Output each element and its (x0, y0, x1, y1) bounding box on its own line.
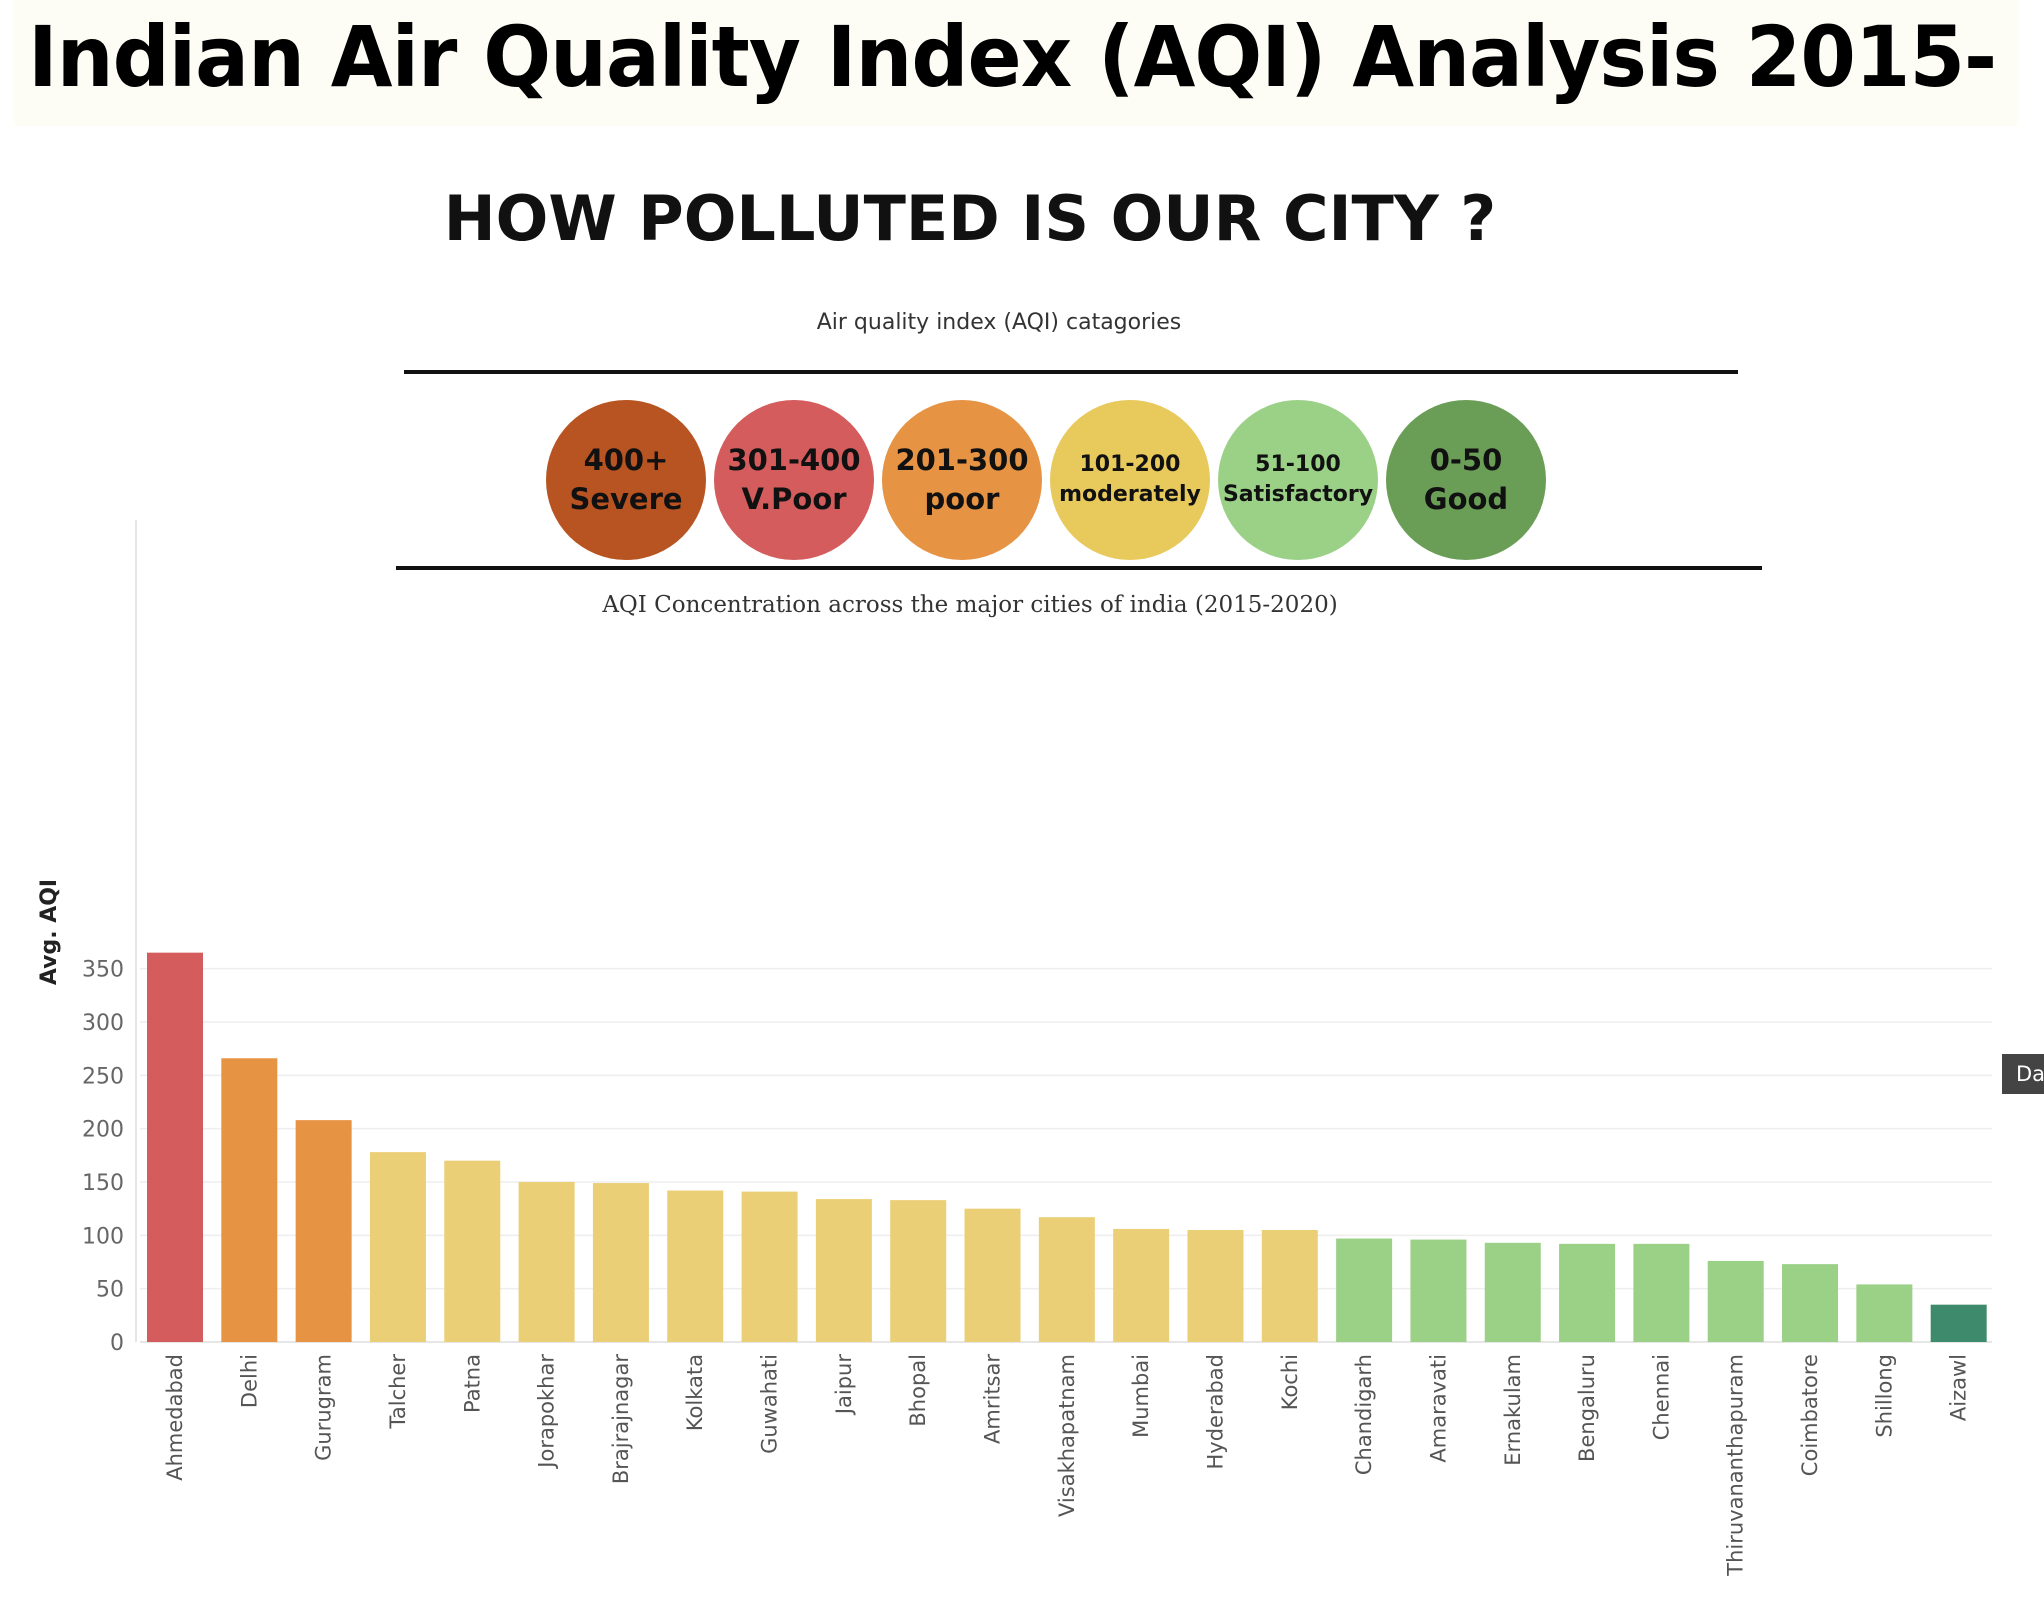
x-tick-label: Delhi (237, 1354, 261, 1408)
x-tick-label: Shillong (1872, 1354, 1896, 1438)
bar (1782, 1264, 1839, 1342)
x-tick-label: Gurugram (312, 1354, 336, 1461)
x-tick-label: Brajrajnagar (609, 1354, 633, 1484)
x-tick-label: Chennai (1649, 1354, 1673, 1440)
y-tick-label: 250 (82, 1064, 124, 1089)
bar (221, 1058, 278, 1342)
x-tick-label: Hyderabad (1203, 1354, 1227, 1470)
x-tick-label: Aizawl (1947, 1354, 1971, 1421)
bar (518, 1181, 575, 1342)
y-tick-label: 300 (82, 1011, 124, 1036)
bar (1038, 1217, 1095, 1342)
x-tick-label: Thiruvananthapuram (1724, 1354, 1748, 1577)
category-label: Severe (569, 482, 683, 516)
bar (815, 1199, 872, 1342)
x-tick-label: Kochi (1278, 1354, 1302, 1410)
x-tick-label: Amritsar (981, 1354, 1005, 1444)
x-tick-label: Guwahati (758, 1354, 782, 1454)
bar (592, 1183, 649, 1342)
category-range: 201-300 (895, 442, 1029, 477)
y-axis-title: Avg. AQI (37, 879, 62, 985)
bar (964, 1208, 1021, 1342)
bar (1484, 1242, 1541, 1342)
category-label: V.Poor (741, 482, 847, 516)
dashboard-title: Indian Air Quality Index (AQI) Analysis … (28, 8, 1997, 106)
category-range: 51-100 (1255, 452, 1341, 478)
category-label: Good (1423, 482, 1509, 516)
x-tick-label: Bengaluru (1575, 1354, 1599, 1462)
aqi-category-moderately: 101-200 moderately (1050, 400, 1210, 560)
x-tick-label: Patna (460, 1354, 484, 1413)
aqi-category-good: 0-50 Good (1386, 400, 1546, 560)
aqi-category-very-poor: 301-400 V.Poor (714, 400, 874, 560)
bar (741, 1191, 798, 1342)
x-tick-label: Amaravati (1426, 1354, 1450, 1463)
categories-caption: Air quality index (AQI) catagories (816, 310, 1182, 335)
bar (1559, 1243, 1616, 1342)
chart-title: AQI Concentration across the major citie… (602, 592, 1338, 618)
x-tick-label: Chandigarh (1352, 1354, 1376, 1475)
x-tick-label: Kolkata (683, 1354, 707, 1431)
bar (1707, 1260, 1764, 1342)
aqi-category-poor: 201-300 poor (882, 400, 1042, 560)
x-tick-label: Ernakulam (1501, 1354, 1525, 1466)
category-range: 400+ (583, 442, 669, 477)
bar (295, 1120, 352, 1342)
y-tick-label: 100 (82, 1224, 124, 1249)
headline: HOW POLLUTED IS OUR CITY ? (443, 182, 1497, 255)
x-tick-label: Mumbai (1129, 1354, 1153, 1438)
y-tick-label: 50 (96, 1278, 124, 1303)
x-tick-label: Coimbatore (1798, 1354, 1822, 1476)
bar (1930, 1304, 1987, 1342)
bar (1261, 1229, 1318, 1342)
bar (147, 952, 203, 1342)
bar (1113, 1228, 1170, 1342)
x-tick-label: Bhopal (906, 1354, 930, 1427)
bar (444, 1160, 501, 1342)
x-tick-label: Ahmedabad (163, 1354, 187, 1481)
bar (1633, 1243, 1690, 1342)
x-tick-label: Jorapokhar (535, 1354, 559, 1470)
y-tick-label: 0 (110, 1331, 124, 1356)
category-label: poor (924, 482, 1000, 516)
x-tick-label: Talcher (386, 1354, 410, 1430)
y-tick-label: 350 (82, 958, 124, 983)
bar (1187, 1229, 1244, 1342)
x-tick-label: Jaipur (832, 1354, 856, 1417)
bar (369, 1152, 426, 1342)
side-tab[interactable]: Da (2002, 1054, 2044, 1094)
y-tick-label: 150 (82, 1171, 124, 1196)
category-range: 101-200 (1079, 452, 1181, 478)
category-label: moderately (1059, 482, 1201, 507)
aqi-category-satisfactory: 51-100 Satisfactory (1218, 400, 1378, 560)
bar (667, 1190, 724, 1342)
y-tick-label: 200 (82, 1118, 124, 1143)
bar (890, 1200, 947, 1342)
category-range: 301-400 (727, 442, 861, 477)
x-tick-label: Visakhapatnam (1055, 1354, 1079, 1517)
legend-bottom-rule (396, 566, 1762, 570)
bar (1410, 1239, 1467, 1342)
bar (1856, 1284, 1913, 1342)
title-banner: Indian Air Quality Index (AQI) Analysis … (14, 0, 2018, 126)
aqi-category-severe: 400+ Severe (546, 400, 706, 560)
category-range: 0-50 (1429, 442, 1503, 477)
bar (1336, 1238, 1393, 1342)
category-label: Satisfactory (1222, 482, 1374, 507)
legend-top-rule (404, 370, 1738, 374)
